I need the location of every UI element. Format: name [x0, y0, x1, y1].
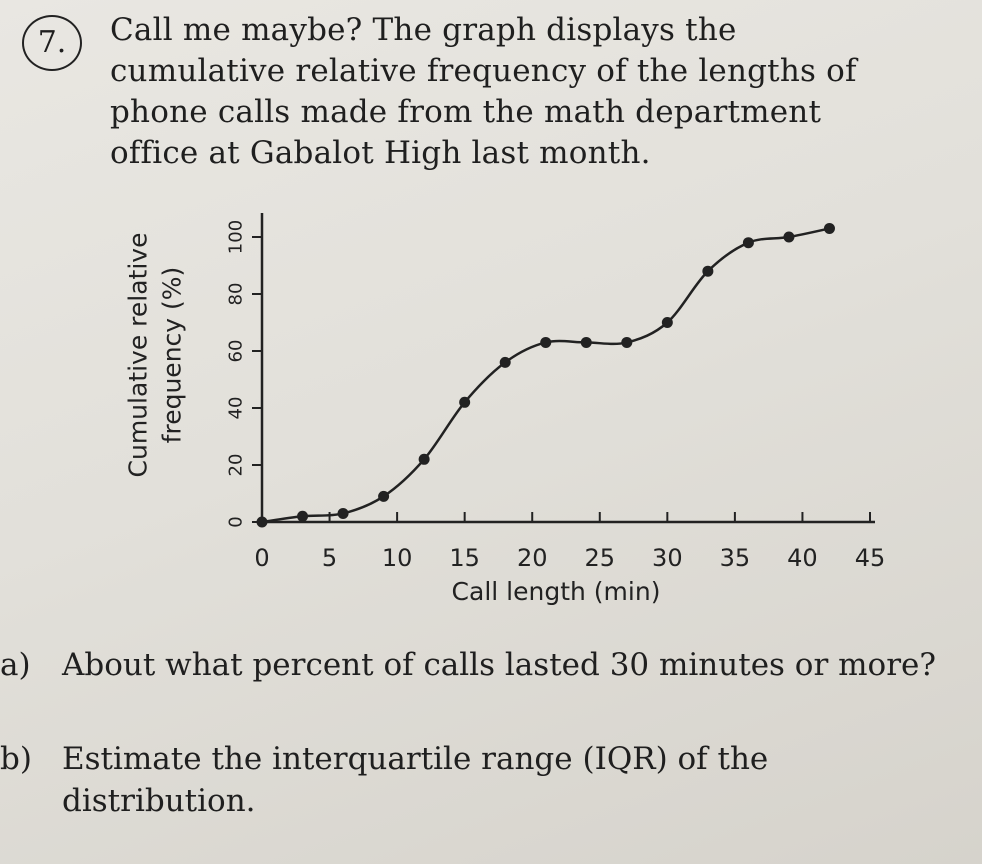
x-tick-label: 20 [517, 544, 548, 572]
data-point [580, 336, 592, 348]
question-a-text: About what percent of calls lasted 30 mi… [62, 647, 936, 683]
x-tick-label: 35 [720, 544, 751, 572]
data-point [418, 453, 430, 465]
question-a-label: a) [0, 647, 31, 683]
data-point [823, 222, 835, 234]
x-axis-title: Call length (min) [452, 577, 661, 606]
data-point [661, 317, 673, 328]
y-tick-label: 40 [226, 397, 247, 420]
problem-number: 7. [22, 15, 82, 71]
data-point [742, 237, 754, 249]
data-point [256, 516, 268, 528]
y-tick-label: 0 [226, 516, 247, 527]
y-axis-title-line1: Cumulative relative [124, 233, 153, 478]
x-tick-label: 10 [382, 544, 413, 572]
question-b-label: b) [0, 741, 32, 777]
y-tick-label: 80 [226, 283, 247, 306]
x-tick-label: 30 [652, 544, 683, 572]
data-point [378, 490, 390, 502]
y-tick-label: 60 [226, 340, 247, 363]
data-point [297, 510, 309, 522]
data-point [702, 265, 714, 277]
x-tick-label: 25 [585, 544, 616, 572]
x-tick-label: 40 [787, 544, 818, 572]
data-point [783, 231, 795, 243]
y-axis-title-line2: frequency (%) [158, 267, 187, 444]
x-tick-label: 15 [449, 544, 480, 572]
data-point [621, 336, 633, 348]
data-point [499, 356, 511, 368]
data-point [459, 396, 471, 408]
y-tick-label: 100 [226, 220, 247, 254]
data-point [337, 507, 349, 519]
y-tick-label: 20 [226, 454, 247, 477]
x-tick-label: 5 [322, 544, 337, 572]
cumulative-frequency-line [261, 227, 830, 524]
x-tick-label: 0 [254, 544, 269, 572]
problem-text: Call me maybe? The graph displays the cu… [110, 12, 857, 171]
question-b-text: Estimate the interquartile range (IQR) o… [62, 741, 769, 819]
cumulative-frequency-chart: 0 5 10 15 20 25 30 35 40 45 0 20 40 60 80 100 Call lengt… [124, 213, 886, 606]
data-point [540, 336, 552, 348]
x-tick-label: 45 [855, 544, 886, 572]
